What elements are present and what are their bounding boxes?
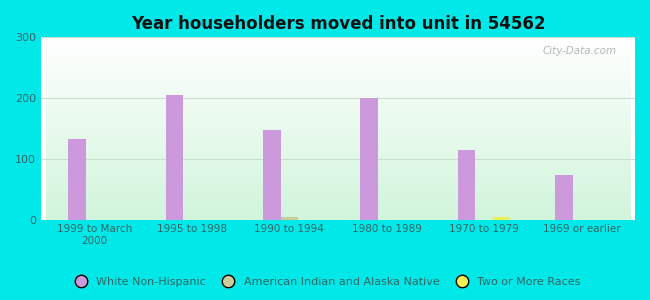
Bar — [360, 98, 378, 220]
Bar — [166, 95, 183, 220]
Bar — [68, 139, 86, 220]
Bar — [493, 217, 510, 220]
Bar — [458, 150, 475, 220]
Title: Year householders moved into unit in 54562: Year householders moved into unit in 545… — [131, 15, 545, 33]
Legend: White Non-Hispanic, American Indian and Alaska Native, Two or More Races: White Non-Hispanic, American Indian and … — [65, 273, 585, 291]
Bar — [555, 175, 573, 220]
Bar — [281, 217, 298, 220]
Bar — [263, 130, 281, 220]
Text: City-Data.com: City-Data.com — [543, 46, 618, 56]
